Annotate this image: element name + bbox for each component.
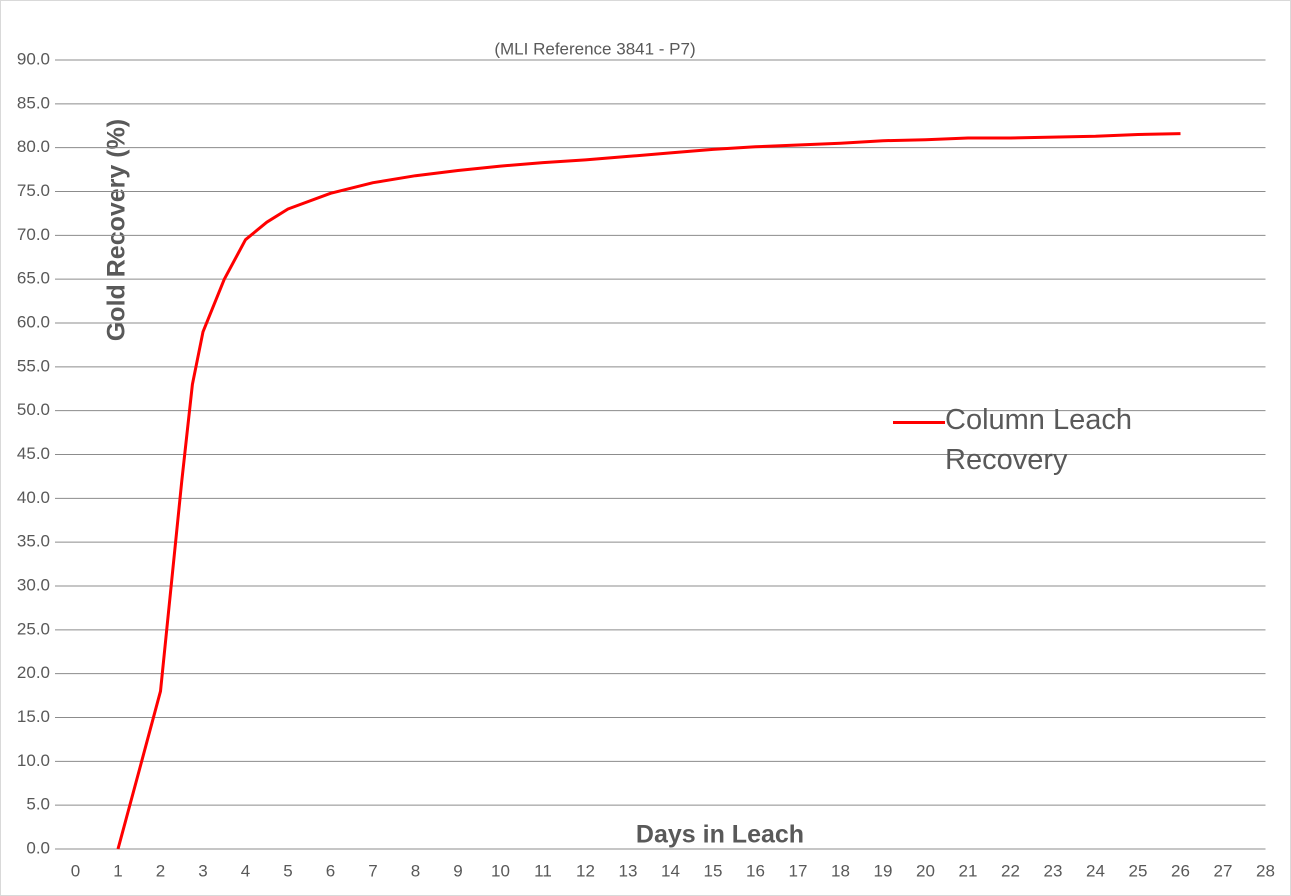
x-tick-label: 2 [156, 861, 165, 880]
y-axis-title: Gold Recovery (%) [103, 119, 131, 341]
y-tick-label: 35.0 [17, 532, 50, 551]
x-tick-label: 11 [534, 861, 552, 880]
y-tick-label: 0.0 [26, 838, 50, 857]
y-tick-label: 45.0 [17, 444, 50, 463]
y-tick-label: 50.0 [17, 400, 50, 419]
x-tick-label: 18 [831, 861, 850, 880]
x-tick-label: 19 [874, 861, 893, 880]
x-tick-label: 24 [1086, 861, 1105, 880]
x-tick-label: 12 [576, 861, 595, 880]
x-tick-label: 28 [1256, 861, 1275, 880]
y-tick-label: 15.0 [17, 707, 50, 726]
x-tick-label: 26 [1171, 861, 1190, 880]
y-tick-label: 55.0 [17, 356, 50, 375]
legend-label: Column Leach Recovery [945, 404, 1132, 476]
series-line [116, 132, 1181, 850]
x-tick-label: 25 [1129, 861, 1148, 880]
x-tick-label: 9 [453, 861, 462, 880]
legend: Column Leach Recovery [893, 400, 1153, 480]
x-tick-label: 15 [704, 861, 723, 880]
x-tick-label: 10 [491, 861, 510, 880]
x-tick-label: 3 [198, 861, 207, 880]
legend-swatch [893, 421, 945, 424]
x-tick-label: 16 [746, 861, 765, 880]
x-tick-label: 22 [1001, 861, 1020, 880]
x-tick-label: 27 [1214, 861, 1233, 880]
x-tick-label: 4 [241, 861, 250, 880]
y-tick-label: 5.0 [26, 795, 50, 814]
x-axis-title: Days in Leach [636, 821, 804, 849]
x-tick-label: 8 [411, 861, 420, 880]
y-tick-label: 30.0 [17, 575, 50, 594]
x-tick-label: 13 [619, 861, 638, 880]
y-tick-label: 75.0 [17, 181, 50, 200]
x-tick-label: 1 [113, 861, 122, 880]
x-tick-label: 0 [71, 861, 80, 880]
x-tick-label: 14 [661, 861, 680, 880]
x-tick-label: 21 [959, 861, 978, 880]
y-tick-label: 60.0 [17, 312, 50, 331]
y-tick-label: 80.0 [17, 137, 50, 156]
y-tick-label: 20.0 [17, 663, 50, 682]
x-tick-label: 17 [789, 861, 808, 880]
x-tick-label: 20 [916, 861, 935, 880]
chart-title: (MLI Reference 3841 - P7) [494, 39, 695, 58]
y-tick-label: 65.0 [17, 269, 50, 288]
x-tick-label: 6 [326, 861, 335, 880]
y-tick-label: 90.0 [17, 49, 50, 68]
x-tick-label: 23 [1044, 861, 1063, 880]
y-tick-label: 85.0 [17, 93, 50, 112]
y-tick-label: 10.0 [17, 751, 50, 770]
y-tick-label: 70.0 [17, 225, 50, 244]
y-tick-label: 40.0 [17, 488, 50, 507]
x-tick-label: 7 [368, 861, 377, 880]
x-tick-label: 5 [283, 861, 292, 880]
y-tick-label: 25.0 [17, 619, 50, 638]
